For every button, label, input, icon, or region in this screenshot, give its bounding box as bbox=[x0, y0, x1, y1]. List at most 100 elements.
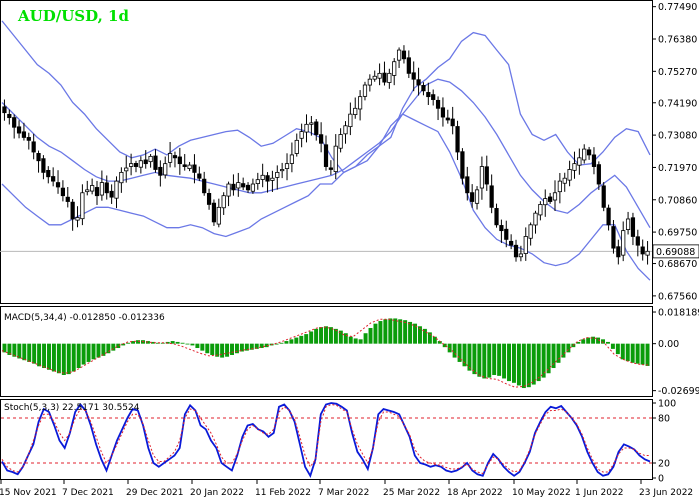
macd-bar bbox=[452, 343, 457, 358]
macd-bar bbox=[17, 343, 22, 359]
macd-bar bbox=[576, 341, 581, 344]
candle-up bbox=[114, 180, 119, 199]
macd-bar bbox=[279, 342, 284, 344]
macd-bar bbox=[175, 341, 180, 344]
candle-up bbox=[275, 171, 280, 178]
macd-bar bbox=[195, 343, 200, 349]
macd-bar bbox=[96, 343, 101, 358]
macd-bar bbox=[150, 341, 155, 344]
macd-bar bbox=[427, 332, 432, 344]
candle-down bbox=[211, 202, 217, 223]
macd-bar bbox=[541, 343, 546, 378]
macd-bar bbox=[408, 321, 413, 344]
candle-down bbox=[421, 84, 426, 92]
macd-bar bbox=[71, 343, 76, 372]
candle-up bbox=[167, 153, 173, 163]
candle-up bbox=[372, 75, 377, 80]
candle-up bbox=[124, 167, 129, 172]
macd-bar bbox=[378, 321, 383, 344]
candle-up bbox=[353, 107, 358, 115]
macd-bar bbox=[447, 343, 452, 353]
macd-bar bbox=[615, 343, 620, 355]
macd-bar bbox=[249, 343, 254, 350]
candle-up bbox=[396, 49, 402, 61]
macd-bar bbox=[556, 343, 561, 363]
price-tick-label: 0.73080 bbox=[658, 131, 697, 142]
candle-down bbox=[591, 154, 597, 167]
candle-up bbox=[138, 160, 143, 168]
candle-down bbox=[426, 92, 431, 98]
macd-bar bbox=[620, 343, 625, 360]
stoch-d-line bbox=[1, 403, 650, 475]
macd-bar bbox=[289, 339, 294, 344]
candle-down bbox=[192, 164, 197, 173]
macd-bar bbox=[507, 343, 512, 382]
price-tick-label: 0.69750 bbox=[658, 228, 697, 239]
candle-down bbox=[509, 240, 514, 246]
macd-bar bbox=[116, 343, 121, 349]
candle-down bbox=[513, 244, 519, 258]
macd-bar bbox=[393, 318, 398, 344]
candle-down bbox=[206, 193, 212, 205]
candle-down bbox=[611, 226, 616, 249]
candle-up bbox=[357, 96, 363, 110]
chart-title: AUD/USD, 1d bbox=[17, 7, 129, 25]
candle-up bbox=[552, 192, 558, 201]
candle-down bbox=[104, 182, 109, 194]
candle-down bbox=[133, 163, 139, 167]
candle-up bbox=[75, 217, 80, 221]
candle-up bbox=[582, 148, 587, 161]
stoch-tick-label: 20 bbox=[658, 459, 670, 470]
candle-down bbox=[416, 79, 421, 86]
macd-bar bbox=[551, 343, 556, 369]
stoch-tick-label: 100 bbox=[658, 399, 676, 410]
candle-down bbox=[435, 99, 441, 109]
candle-up bbox=[80, 192, 85, 220]
candle-down bbox=[245, 184, 251, 191]
candle-down bbox=[41, 158, 46, 173]
candle-down bbox=[401, 50, 407, 60]
candle-down bbox=[630, 217, 636, 237]
candle-down bbox=[470, 192, 475, 202]
macd-bar bbox=[586, 337, 591, 344]
candle-down bbox=[445, 117, 450, 121]
candle-down bbox=[241, 183, 246, 188]
macd-bar bbox=[12, 343, 17, 357]
macd-bar bbox=[373, 323, 378, 344]
candle-down bbox=[606, 207, 611, 226]
candle-down bbox=[382, 72, 387, 83]
macd-bar bbox=[304, 334, 309, 344]
stoch-axis: 100 80 20 0 bbox=[652, 399, 676, 485]
macd-bar bbox=[566, 343, 571, 353]
macd-signal-line bbox=[1, 318, 651, 388]
candle-down bbox=[26, 137, 31, 141]
candle-down bbox=[635, 236, 640, 246]
candle-down bbox=[2, 106, 7, 114]
macd-bar bbox=[432, 336, 437, 344]
time-tick-label: 18 Apr 2022 bbox=[447, 488, 503, 498]
macd-bar bbox=[319, 327, 324, 344]
candle-down bbox=[460, 151, 465, 179]
candle-up bbox=[284, 163, 290, 169]
candle-up bbox=[90, 185, 95, 192]
macd-bar bbox=[205, 343, 210, 354]
macd-bar bbox=[324, 326, 328, 344]
candle-down bbox=[484, 166, 489, 185]
macd-bar bbox=[333, 328, 338, 344]
candle-down bbox=[465, 176, 470, 194]
macd-plot bbox=[1, 318, 651, 389]
candle-up bbox=[367, 78, 372, 86]
candle-down bbox=[172, 155, 178, 159]
macd-tick-label: -0.026994 bbox=[658, 386, 699, 397]
macd-bar bbox=[526, 343, 531, 388]
candle-down bbox=[65, 196, 70, 202]
candle-up bbox=[85, 189, 90, 193]
candle-up bbox=[528, 224, 533, 239]
macd-bar bbox=[81, 343, 86, 365]
macd-bar bbox=[338, 330, 343, 344]
macd-bar bbox=[596, 337, 601, 344]
candle-down bbox=[158, 166, 163, 176]
macd-bar bbox=[254, 343, 259, 349]
candle-up bbox=[557, 180, 562, 193]
